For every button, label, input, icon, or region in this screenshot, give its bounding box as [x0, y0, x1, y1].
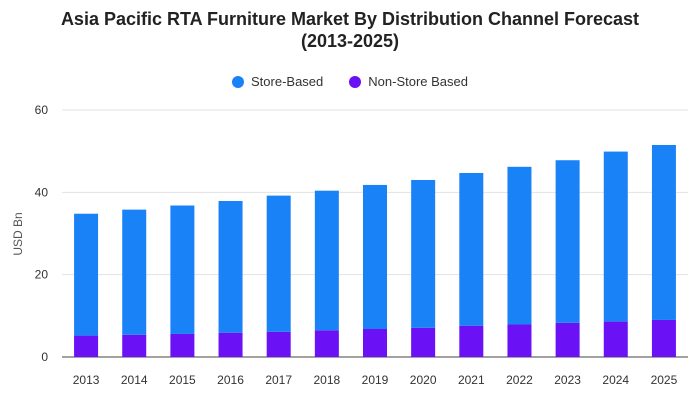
y-tick-label: 60	[35, 103, 49, 117]
x-tick-label: 2017	[265, 373, 292, 387]
bar-store-based-2024[interactable]	[603, 151, 628, 322]
bar-store-based-2023[interactable]	[555, 160, 580, 323]
legend-swatch-store-based	[232, 75, 244, 88]
bar-store-based-2017[interactable]	[266, 195, 291, 332]
legend-label-store-based: Store-Based	[251, 74, 324, 89]
x-tick-label: 2018	[313, 373, 340, 387]
bar-non-store-based-2021[interactable]	[459, 325, 484, 357]
bar-store-based-2020[interactable]	[411, 179, 436, 328]
bar-store-based-2016[interactable]	[218, 200, 243, 333]
x-tick-label: 2024	[602, 373, 629, 387]
x-tick-label: 2013	[73, 373, 100, 387]
x-tick-label: 2023	[554, 373, 581, 387]
y-axis-ticks: 0 20 40 60	[35, 103, 49, 364]
y-axis-label: USD Bn	[11, 212, 25, 255]
x-tick-label: 2019	[362, 373, 389, 387]
x-tick-label: 2016	[217, 373, 244, 387]
bar-non-store-based-2023[interactable]	[555, 322, 580, 357]
y-tick-label: 20	[35, 268, 49, 282]
x-tick-label: 2020	[410, 373, 437, 387]
x-tick-label: 2025	[651, 373, 678, 387]
bar-non-store-based-2017[interactable]	[266, 331, 291, 357]
legend: Store-Based Non-Store Based	[0, 74, 700, 89]
legend-item-non-store-based[interactable]: Non-Store Based	[349, 74, 468, 89]
x-tick-label: 2021	[458, 373, 485, 387]
bar-store-based-2021[interactable]	[459, 172, 484, 326]
bar-non-store-based-2020[interactable]	[411, 327, 436, 357]
bar-store-based-2013[interactable]	[74, 213, 99, 336]
bar-non-store-based-2013[interactable]	[74, 335, 99, 357]
chart-title-main: Asia Pacific RTA Furniture Market By Dis…	[60, 9, 640, 29]
bar-non-store-based-2022[interactable]	[507, 324, 532, 357]
bar-store-based-2018[interactable]	[314, 190, 339, 331]
y-tick-label: 40	[35, 185, 49, 199]
bar-non-store-based-2016[interactable]	[218, 332, 243, 357]
bar-non-store-based-2024[interactable]	[603, 321, 628, 357]
x-tick-label: 2014	[121, 373, 148, 387]
bars	[74, 144, 676, 357]
bar-store-based-2019[interactable]	[363, 184, 387, 330]
y-tick-label: 0	[41, 350, 48, 364]
chart-title: Asia Pacific RTA Furniture Market By Dis…	[0, 8, 700, 52]
legend-swatch-non-store-based	[349, 75, 362, 88]
x-axis-ticks: 2013 2014 2015 2016 2017 2018 2019 2020 2021 2022…	[73, 373, 678, 387]
x-tick-label: 2015	[169, 373, 196, 387]
bar-store-based-2025[interactable]	[651, 144, 676, 320]
bar-store-based-2015[interactable]	[170, 205, 195, 334]
bar-non-store-based-2018[interactable]	[314, 330, 339, 357]
bar-non-store-based-2025[interactable]	[651, 319, 676, 357]
bar-store-based-2022[interactable]	[507, 166, 532, 325]
bar-store-based-2014[interactable]	[122, 209, 147, 335]
legend-item-store-based[interactable]: Store-Based	[232, 74, 323, 89]
bar-non-store-based-2014[interactable]	[122, 334, 147, 357]
legend-label-non-store-based: Non-Store Based	[368, 74, 468, 89]
bar-non-store-based-2019[interactable]	[363, 329, 387, 357]
chart-subtitle: (2013-2025)	[300, 31, 400, 51]
x-tick-label: 2022	[506, 373, 533, 387]
bar-non-store-based-2015[interactable]	[170, 333, 195, 357]
